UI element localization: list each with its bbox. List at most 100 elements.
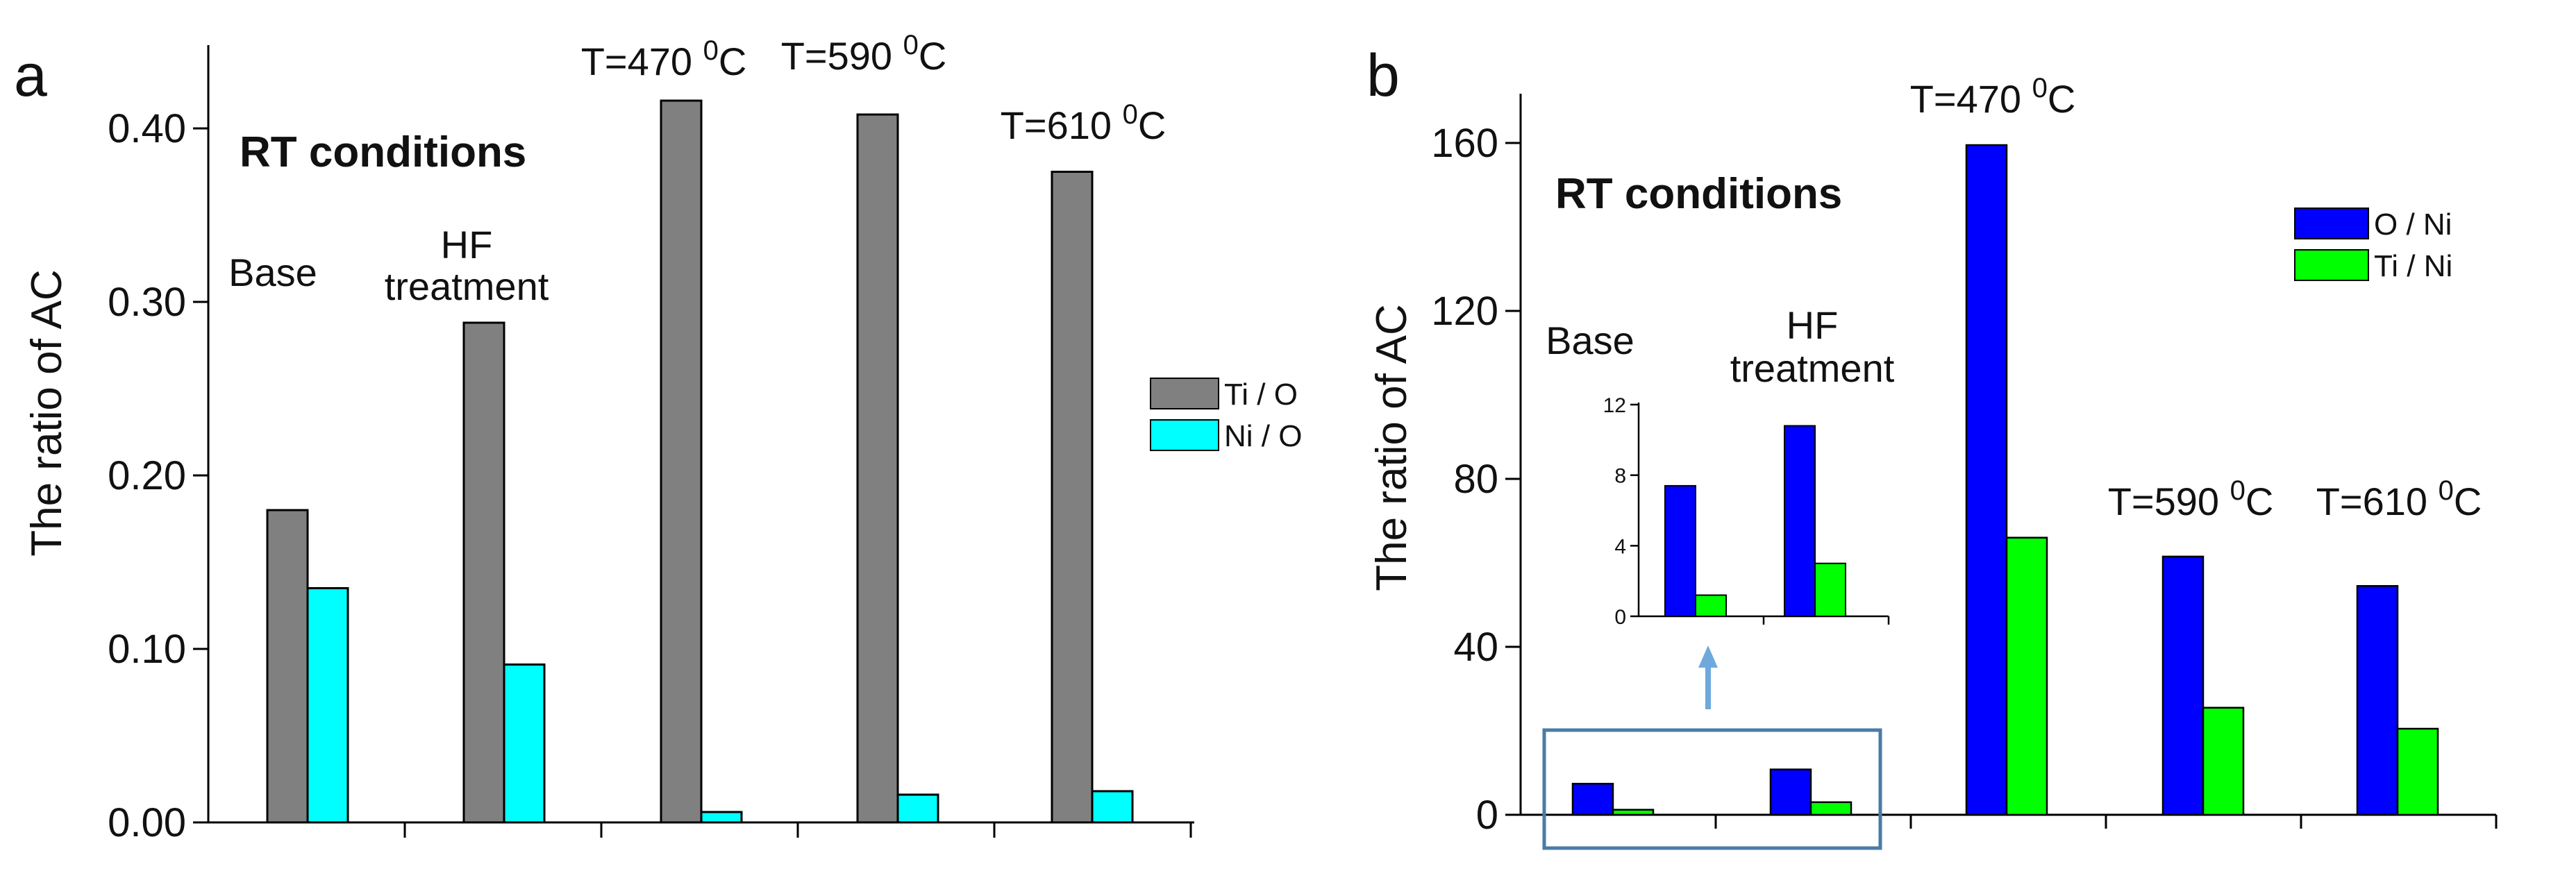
panel-b-condition-label-t-470-0c-text: T=470 0C <box>1910 73 2076 121</box>
panel-a-y-axis-label: The ratio of AC <box>23 269 71 557</box>
panel-b-condition-label-t-590-0c-main: T=590 <box>2108 480 2230 523</box>
inset-y-tick-label-2: 8 <box>1614 465 1626 488</box>
panel-a-condition-label-t-590-0c-text: T=590 0C <box>781 30 947 78</box>
panel-a-condition-label-t-590-0c: T=590 0C <box>781 30 947 78</box>
panel-b-condition-label-t-610-0c-main: T=610 <box>2316 480 2439 523</box>
panel-b-y-tick-label-3: 120 <box>1431 289 1498 334</box>
panel-b-condition-label-t-610-0c: T=610 0C <box>2316 475 2482 523</box>
panel-a-bar-ni-o-hf-treatment <box>503 663 546 824</box>
panel-b-legend-label-o-ni: O / Ni <box>2374 208 2452 242</box>
panel-b-y-tick-label-1: 40 <box>1453 625 1498 670</box>
inset-bar-ti-ni-hf-treatment <box>1814 562 1846 617</box>
panel-b-bar-ti-ni-t-590-0c <box>2202 707 2245 816</box>
panel-b-condition-label-t-610-0c-text: T=610 0C <box>2316 475 2482 523</box>
panel-a-condition-label-t-590-0c-unit: C <box>919 34 946 78</box>
panel-b-bar-ti-ni-t-470-0c <box>2005 536 2048 816</box>
panel-b-condition-label-t-590-0c-sup: 0 <box>2230 475 2245 506</box>
highlight-box <box>1542 728 1882 850</box>
panel-b-condition-label-t-590-0c-text: T=590 0C <box>2108 475 2274 523</box>
inset-y-tick-label-0: 0 <box>1614 606 1626 629</box>
panel-b-condition-label-t-470-0c-main: T=470 <box>1910 77 2032 121</box>
panel-a-condition-label-base-line-0: Base <box>228 251 317 294</box>
panel-a-condition-label-hf-treatment-line-0: HF <box>441 223 493 267</box>
panel-b-y-tick-label-4: 160 <box>1431 121 1498 166</box>
panel-a-condition-label-t-610-0c-sup: 0 <box>1123 99 1138 130</box>
panel-b-letter: b <box>1366 42 1400 109</box>
panel-b-legend-label-ti-ni: Ti / Ni <box>2374 249 2452 283</box>
panel-a-legend-swatch-ni-o <box>1150 419 1219 451</box>
panel-b-condition-label-base: Base <box>1546 319 1634 362</box>
panel-b-bar-o-ni-hf-treatment <box>1769 768 1812 816</box>
panel-b-condition-label-t-610-0c-unit: C <box>2454 480 2482 523</box>
panel-a-condition-label-t-470-0c-main: T=470 <box>581 40 703 83</box>
panel-b-bar-o-ni-t-590-0c <box>2161 555 2205 816</box>
panel-b-condition-label-t-590-0c: T=590 0C <box>2108 475 2274 523</box>
panel-a-y-tick-label-1: 0.10 <box>108 627 186 672</box>
inset-bar-ti-ni-base <box>1695 594 1727 617</box>
panel-b-condition-label-hf-treatment-line-1: treatment <box>1730 346 1895 390</box>
panel-a-y-tick-label-3: 0.30 <box>108 280 186 325</box>
panel-a-bar-ti-o-t-610-0c <box>1051 171 1094 824</box>
panel-a-y-tick-label-2: 0.20 <box>108 453 186 498</box>
panel-a-bar-ti-o-base <box>266 509 309 824</box>
chart-panel-a: RT conditions The ratio of AC 0.000.100.… <box>23 30 1302 845</box>
panel-b-condition-label-hf-treatment-line-0: HF <box>1787 303 1839 347</box>
panel-b-condition-label-t-610-0c-sup: 0 <box>2439 475 2454 506</box>
panel-a-bar-ti-o-hf-treatment <box>462 321 505 824</box>
panel-b-bar-o-ni-t-470-0c <box>1965 144 2008 816</box>
panel-a-legend-label-ti-o: Ti / O <box>1224 378 1298 412</box>
panel-b-title: RT conditions <box>1555 170 1842 218</box>
panel-a-bar-ti-o-t-590-0c <box>856 113 899 824</box>
panel-b-inset: 0 4 8 12 <box>1603 394 1890 629</box>
inset-bar-o-ni-base <box>1664 484 1696 618</box>
panel-a-condition-label-base: Base <box>228 251 317 294</box>
panel-b-legend-swatch-ti-ni <box>2294 249 2369 281</box>
panel-a-letter: a <box>14 42 47 109</box>
panel-a-condition-label-hf-treatment-line-1: treatment <box>385 264 549 308</box>
panel-a-condition-label-t-610-0c-text: T=610 0C <box>1001 99 1166 147</box>
panel-b-bar-ti-ni-t-610-0c <box>2396 727 2439 816</box>
chart-panel-b: RT conditions The ratio of AC 0408012016… <box>1368 73 2498 850</box>
panel-b-y-tick-label-0: 0 <box>1476 793 1498 838</box>
panel-a-bar-ni-o-base <box>306 587 349 824</box>
panel-a-condition-label-t-590-0c-sup: 0 <box>903 30 919 60</box>
panel-a-condition-label-t-470-0c-text: T=470 0C <box>581 35 747 83</box>
panel-a-condition-label-t-470-0c-sup: 0 <box>703 35 719 66</box>
panel-a-condition-label-t-610-0c-main: T=610 <box>1001 103 1123 147</box>
panel-b-condition-label-t-470-0c: T=470 0C <box>1910 73 2076 121</box>
panel-a-condition-label-t-590-0c-main: T=590 <box>781 34 903 78</box>
panel-a-bar-ti-o-t-470-0c <box>660 99 703 824</box>
panel-b-bar-ti-ni-hf-treatment <box>1809 801 1852 816</box>
panel-b-condition-label-t-470-0c-sup: 0 <box>2032 73 2048 103</box>
panel-b-condition-label-t-590-0c-unit: C <box>2245 480 2273 523</box>
panel-a-condition-label-t-470-0c-unit: C <box>719 40 746 83</box>
panel-b-bar-ti-ni-base <box>1612 809 1655 816</box>
panel-a-bar-ni-o-t-590-0c <box>896 793 939 824</box>
panel-b-legend: O / Ni Ti / Ni <box>2294 208 2452 283</box>
panel-b-bar-o-ni-t-610-0c <box>2356 585 2399 816</box>
panel-b-legend-swatch-o-ni <box>2294 208 2369 239</box>
inset-y-tick-label-1: 4 <box>1614 535 1626 558</box>
panel-b-y-tick-label-2: 80 <box>1453 457 1498 502</box>
panel-a-bar-ni-o-t-610-0c <box>1091 790 1134 824</box>
panel-b-bar-o-ni-base <box>1571 782 1614 816</box>
inset-bar-o-ni-hf-treatment <box>1784 425 1816 617</box>
panel-a-legend-label-ni-o: Ni / O <box>1224 419 1302 453</box>
inset-y-tick-label-3: 12 <box>1603 394 1626 417</box>
panel-a-title: RT conditions <box>240 128 526 176</box>
panel-b-y-axis-label: The ratio of AC <box>1368 304 1416 591</box>
panel-b-highlight <box>1542 645 1882 850</box>
panel-b-condition-label-base-line-0: Base <box>1546 319 1634 362</box>
panel-b-condition-label-t-470-0c-unit: C <box>2048 77 2075 121</box>
panel-a-condition-label-t-610-0c-unit: C <box>1138 103 1166 147</box>
panel-a-condition-label-t-610-0c: T=610 0C <box>1001 99 1166 147</box>
panel-a-legend-swatch-ti-o <box>1150 378 1219 409</box>
panel-a-y-tick-label-4: 0.40 <box>108 106 186 151</box>
panel-a-condition-label-t-470-0c: T=470 0C <box>581 35 747 83</box>
panel-a-legend: Ti / O Ni / O <box>1150 378 1302 453</box>
